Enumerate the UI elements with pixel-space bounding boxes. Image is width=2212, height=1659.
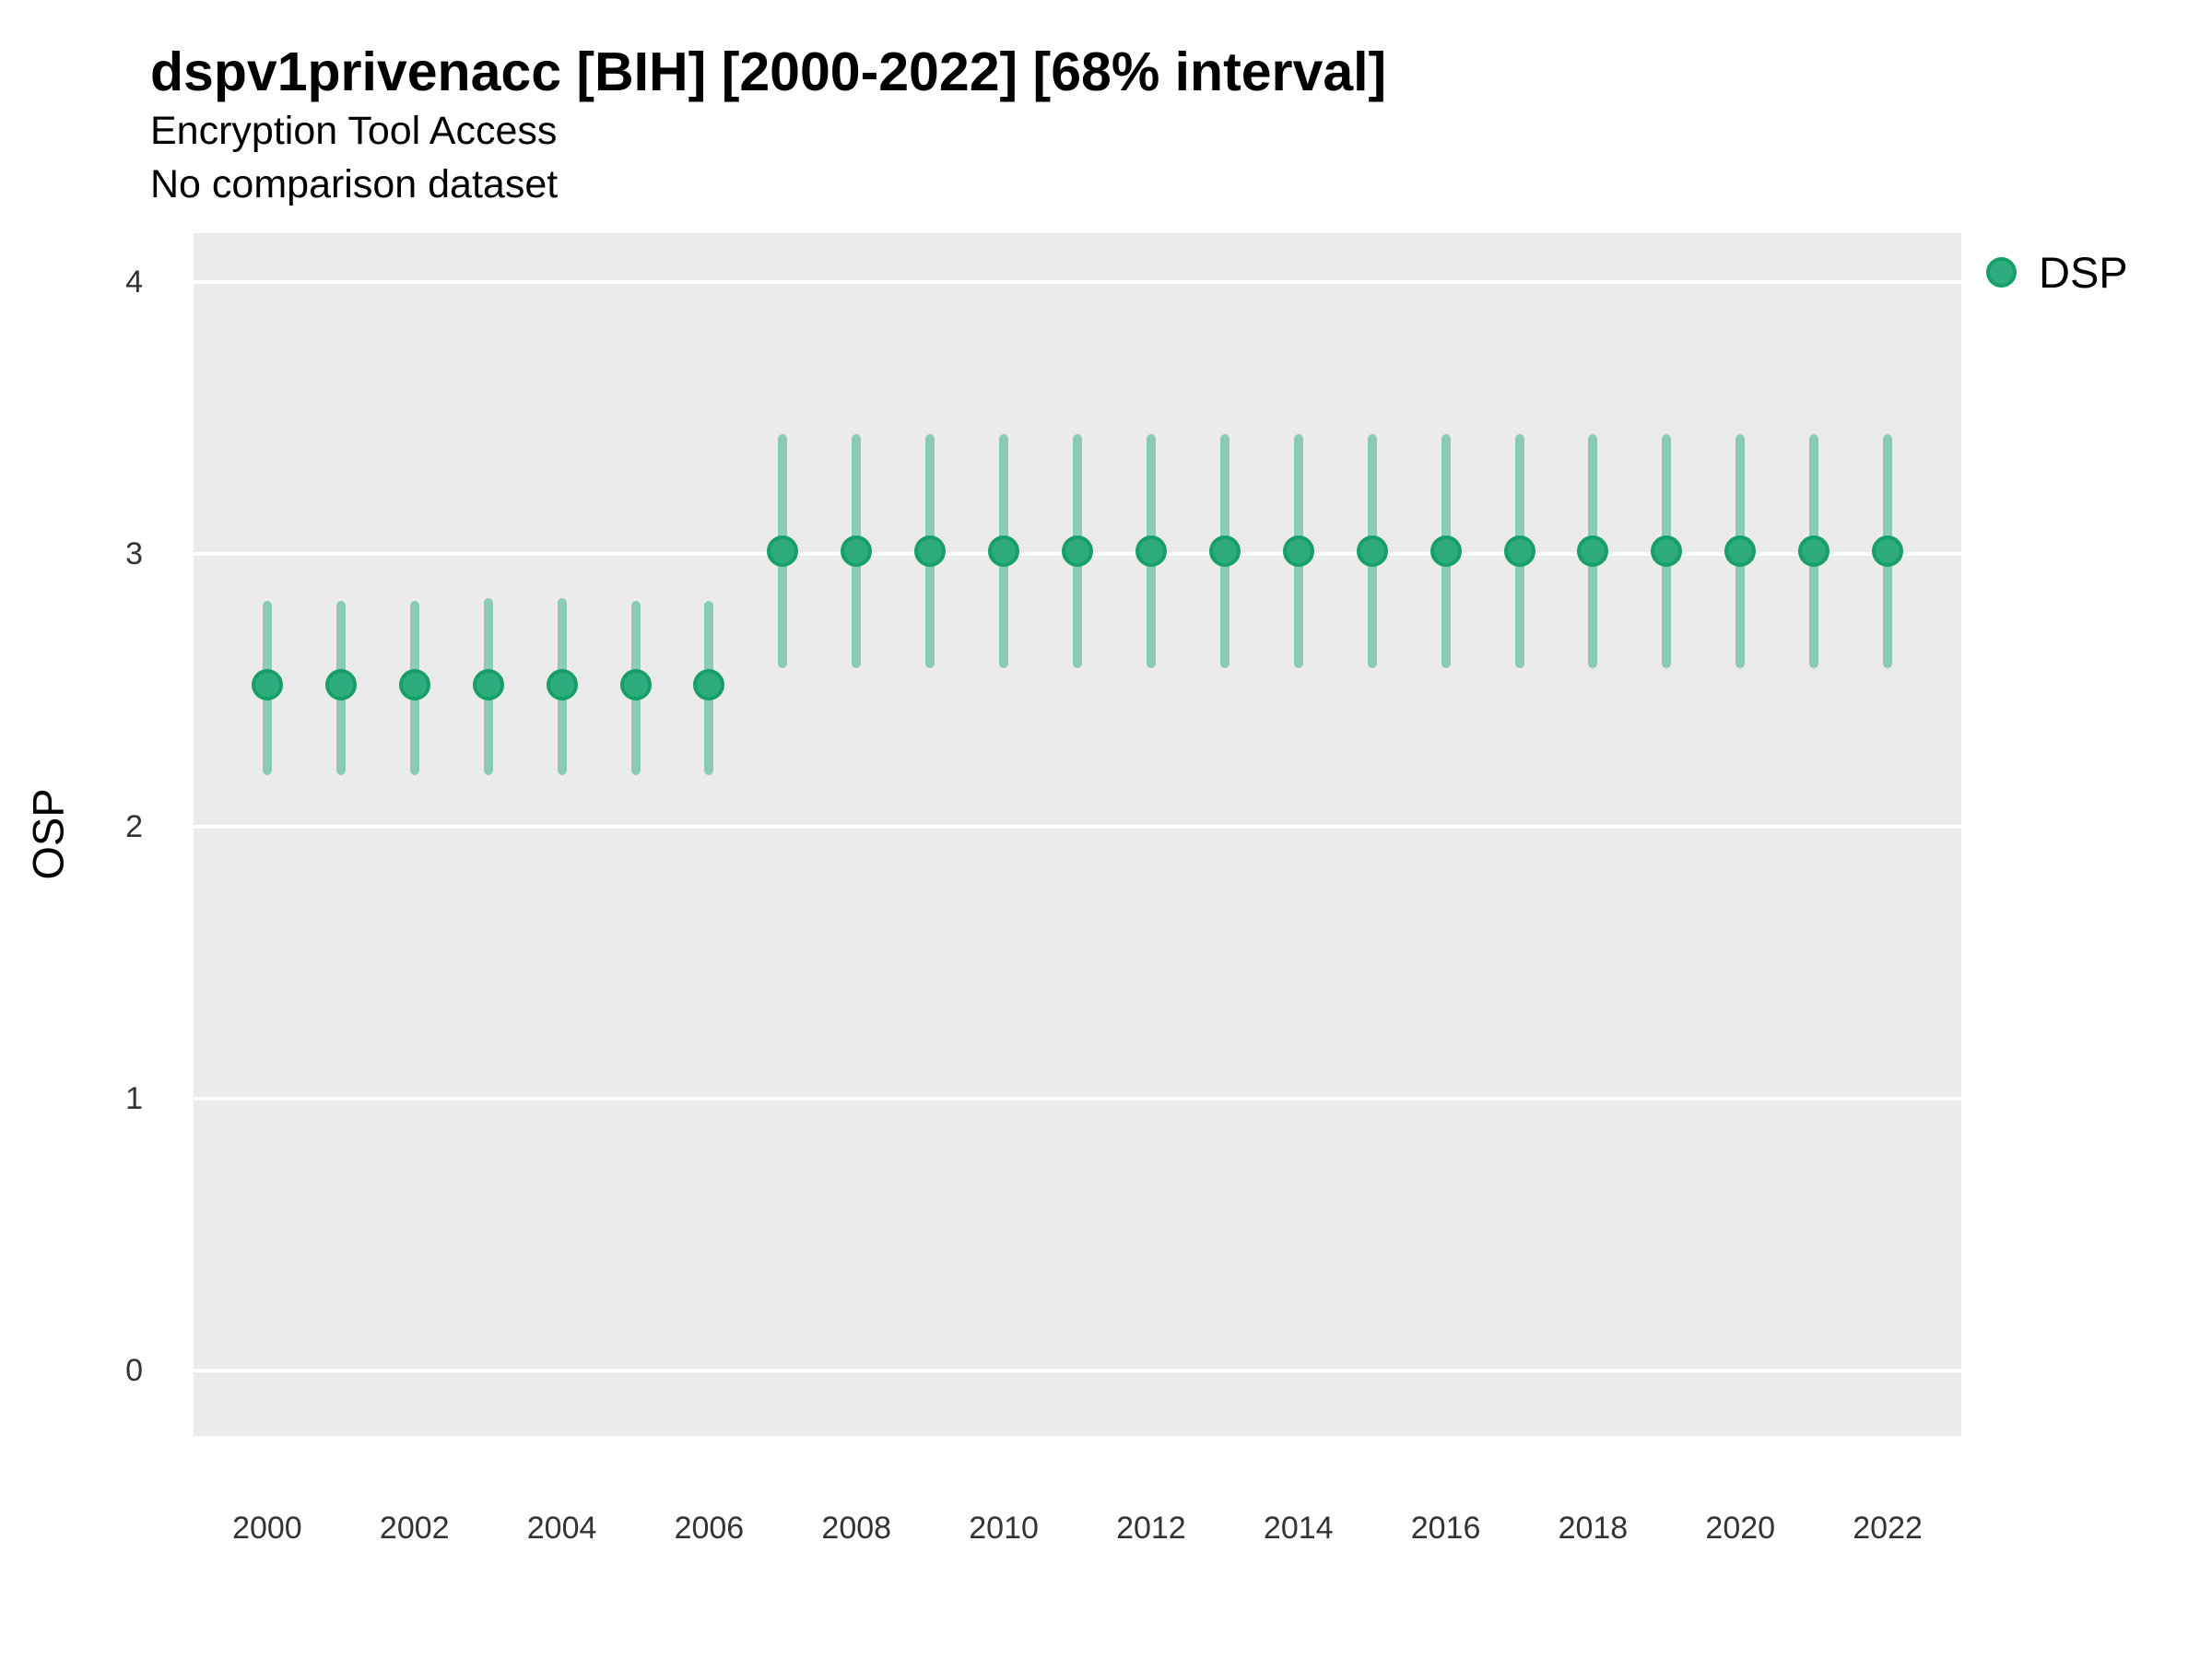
x-tick-label-2022: 2022 bbox=[1853, 1511, 1923, 1546]
data-point-2004 bbox=[546, 669, 578, 701]
plot-panel bbox=[194, 233, 1961, 1436]
data-point-2020 bbox=[1724, 535, 1757, 568]
data-point-2002 bbox=[398, 669, 430, 701]
legend-item-label: DSP bbox=[2039, 248, 2128, 297]
x-tick-label-2000: 2000 bbox=[232, 1511, 302, 1546]
data-point-2016 bbox=[1430, 535, 1462, 568]
x-tick-label-2018: 2018 bbox=[1558, 1511, 1629, 1546]
y-tick-label-1: 1 bbox=[125, 1080, 143, 1116]
data-point-2008 bbox=[841, 535, 873, 568]
y-tick-label-2: 2 bbox=[125, 808, 143, 844]
x-tick-label-2006: 2006 bbox=[674, 1511, 745, 1546]
gridline-y-1 bbox=[194, 1096, 1961, 1100]
y-tick-label-3: 3 bbox=[125, 536, 143, 572]
data-point-2013 bbox=[1208, 535, 1241, 568]
x-tick-label-2016: 2016 bbox=[1410, 1511, 1481, 1546]
data-point-2005 bbox=[619, 669, 652, 701]
data-point-2017 bbox=[1503, 535, 1535, 568]
data-point-2003 bbox=[472, 669, 504, 701]
legend-point-icon bbox=[1986, 257, 2017, 288]
chart-note: No comparison dataset bbox=[150, 162, 559, 206]
x-tick-label-2008: 2008 bbox=[821, 1511, 892, 1546]
data-point-2015 bbox=[1356, 535, 1388, 568]
data-point-2010 bbox=[988, 535, 1020, 568]
gridline-y-4 bbox=[194, 280, 1961, 285]
data-point-2014 bbox=[1282, 535, 1314, 568]
x-tick-label-2010: 2010 bbox=[969, 1511, 1039, 1546]
data-point-2007 bbox=[767, 535, 799, 568]
data-point-2011 bbox=[1062, 535, 1093, 568]
data-point-2021 bbox=[1798, 535, 1830, 568]
gridline-y-2 bbox=[194, 824, 1961, 829]
chart-title: dspv1privenacc [BIH] [2000-2022] [68% in… bbox=[150, 41, 1387, 102]
data-point-2000 bbox=[251, 669, 283, 701]
chart-subtitle: Encryption Tool Access bbox=[150, 109, 558, 153]
data-point-2018 bbox=[1577, 535, 1609, 568]
x-tick-label-2020: 2020 bbox=[1705, 1511, 1776, 1546]
y-tick-label-0: 0 bbox=[125, 1353, 143, 1389]
data-point-2019 bbox=[1651, 535, 1683, 568]
y-tick-label-4: 4 bbox=[125, 265, 143, 300]
x-tick-label-2014: 2014 bbox=[1263, 1511, 1334, 1546]
x-tick-label-2004: 2004 bbox=[526, 1511, 597, 1546]
data-point-2012 bbox=[1135, 535, 1167, 568]
data-point-2009 bbox=[914, 535, 947, 568]
legend: DSP bbox=[1986, 251, 2128, 294]
data-point-2022 bbox=[1872, 535, 1904, 568]
data-point-2001 bbox=[324, 669, 357, 701]
x-tick-label-2012: 2012 bbox=[1116, 1511, 1186, 1546]
x-tick-label-2002: 2002 bbox=[379, 1511, 450, 1546]
gridline-y-0 bbox=[194, 1369, 1961, 1373]
data-point-2006 bbox=[693, 669, 725, 701]
